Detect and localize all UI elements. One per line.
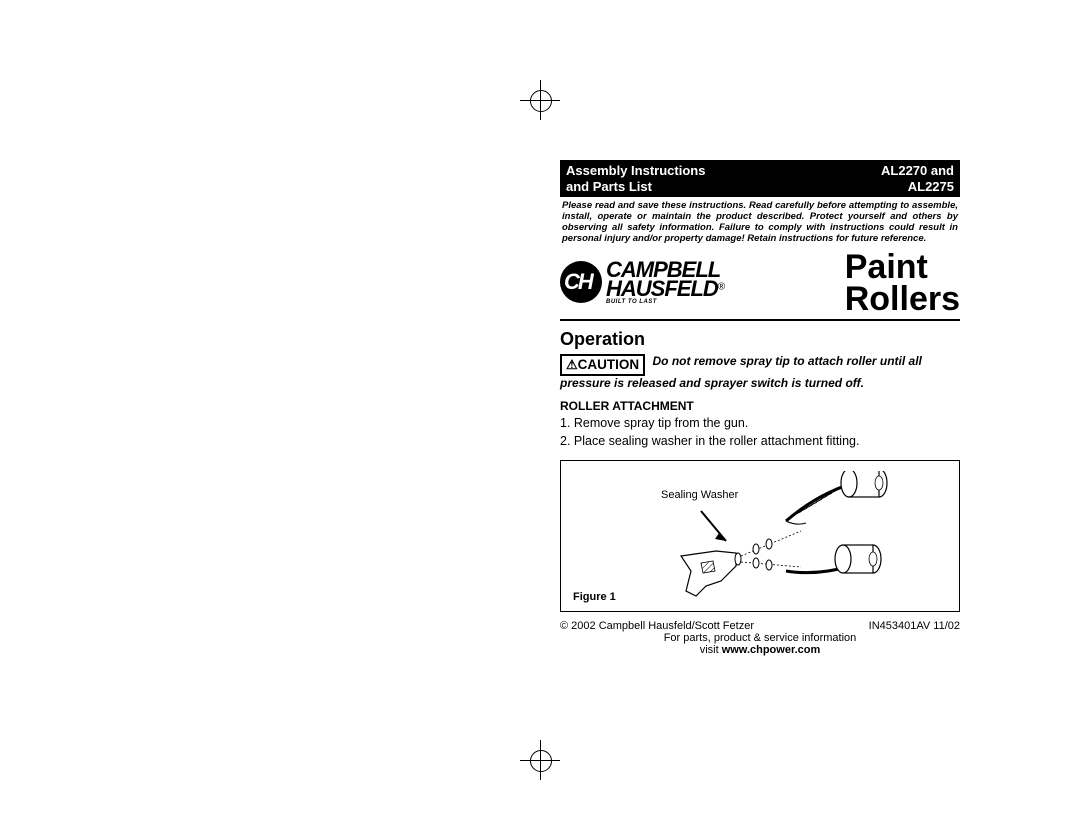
brand-line2: HAUSFELD bbox=[606, 276, 718, 301]
brand-mark-icon bbox=[560, 261, 602, 303]
caution-box: ⚠CAUTION bbox=[560, 354, 645, 376]
logo-row: CAMPBELL HAUSFELD® BUILT TO LAST Paint R… bbox=[560, 251, 960, 322]
header-right-line2: AL2275 bbox=[881, 179, 954, 195]
copyright: © 2002 Campbell Hausfeld/Scott Fetzer bbox=[560, 620, 754, 632]
brand-tagline: BUILT TO LAST bbox=[606, 300, 725, 305]
step-1: 1. Remove spray tip from the gun. bbox=[560, 415, 960, 432]
brand-line2-wrap: HAUSFELD® bbox=[606, 280, 725, 299]
doc-number: IN453401AV 11/02 bbox=[869, 620, 960, 632]
document-page: Assembly Instructions and Parts List AL2… bbox=[560, 160, 960, 656]
registered-icon: ® bbox=[718, 281, 725, 292]
header-left-line2: and Parts List bbox=[566, 179, 705, 195]
product-title: Paint Rollers bbox=[845, 251, 960, 316]
footer: © 2002 Campbell Hausfeld/Scott Fetzer IN… bbox=[560, 620, 960, 656]
caution-block: ⚠CAUTION Do not remove spray tip to atta… bbox=[560, 354, 960, 390]
product-title-line1: Paint bbox=[845, 251, 960, 283]
operation-heading: Operation bbox=[560, 329, 960, 350]
header-right: AL2270 and AL2275 bbox=[881, 163, 954, 194]
figure-1: Sealing Washer bbox=[560, 460, 960, 612]
roller-attachment-heading: ROLLER ATTACHMENT bbox=[560, 399, 960, 413]
visit-text: visit bbox=[700, 644, 722, 656]
header-left: Assembly Instructions and Parts List bbox=[566, 163, 705, 194]
step-2: 2. Place sealing washer in the roller at… bbox=[560, 433, 960, 450]
caution-label: CAUTION bbox=[578, 357, 640, 372]
brand-text: CAMPBELL HAUSFELD® BUILT TO LAST bbox=[606, 261, 725, 305]
header-left-line1: Assembly Instructions bbox=[566, 163, 705, 179]
safety-warning: Please read and save these instructions.… bbox=[560, 197, 960, 251]
figure-caption: Figure 1 bbox=[573, 591, 616, 603]
header-bar: Assembly Instructions and Parts List AL2… bbox=[560, 160, 960, 197]
footer-row1: © 2002 Campbell Hausfeld/Scott Fetzer IN… bbox=[560, 620, 960, 632]
footer-info: For parts, product & service information bbox=[560, 632, 960, 644]
header-right-line1: AL2270 and bbox=[881, 163, 954, 179]
warning-triangle-icon: ⚠ bbox=[566, 357, 578, 373]
product-title-line2: Rollers bbox=[845, 283, 960, 315]
figure-illustration bbox=[641, 471, 941, 611]
footer-visit: visit www.chpower.com bbox=[560, 644, 960, 656]
brand-logo: CAMPBELL HAUSFELD® BUILT TO LAST bbox=[560, 261, 725, 305]
footer-url: www.chpower.com bbox=[722, 644, 821, 656]
